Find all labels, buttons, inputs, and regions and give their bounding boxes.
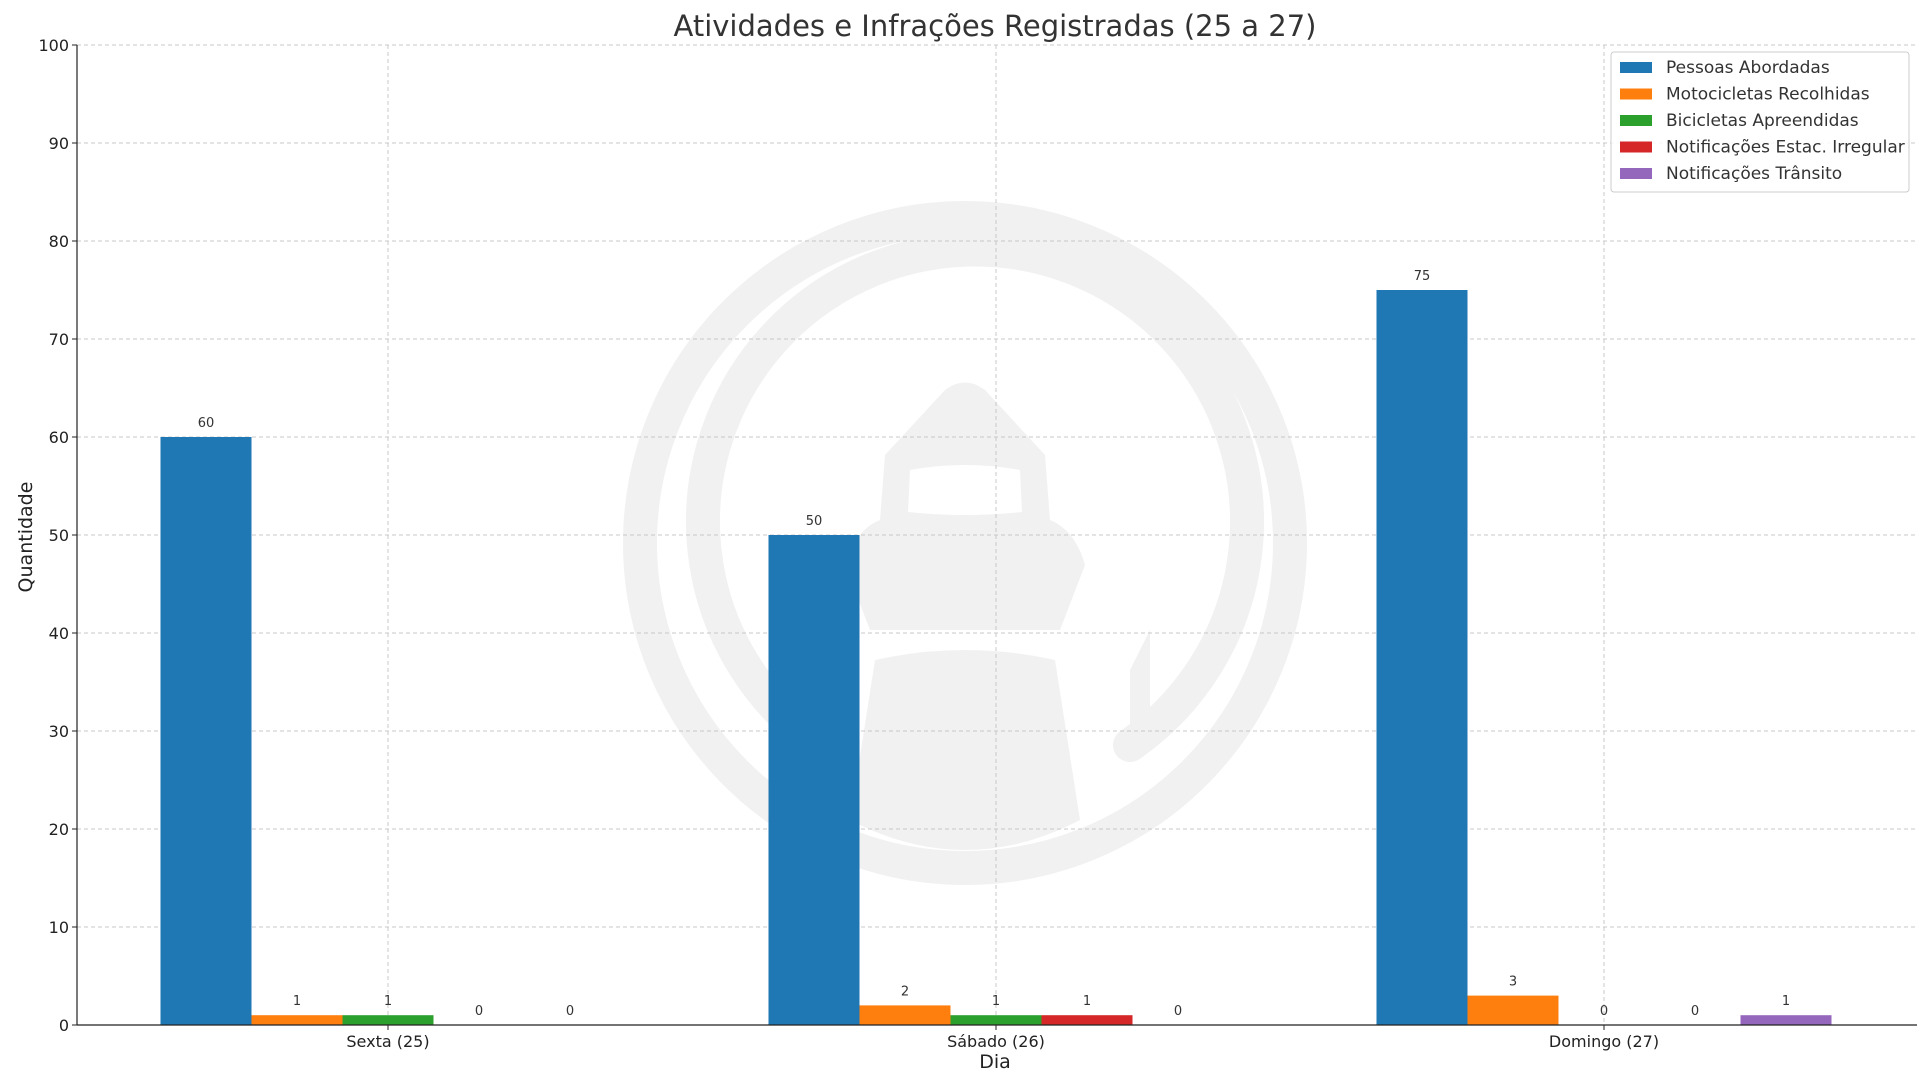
y-tick-label: 80	[49, 232, 69, 251]
bar-value-label: 1	[1782, 994, 1790, 1009]
y-tick-label: 0	[59, 1016, 69, 1035]
y-tick-label: 20	[49, 820, 69, 839]
legend-swatch	[1620, 62, 1652, 73]
y-tick-label: 10	[49, 918, 69, 937]
bar	[1467, 995, 1559, 1025]
y-tick-label: 40	[49, 624, 69, 643]
bar-value-label: 75	[1414, 269, 1431, 284]
legend-swatch	[1620, 88, 1652, 100]
y-tick-label: 60	[49, 428, 69, 447]
bar-value-label: 0	[566, 1004, 574, 1019]
bar-value-label: 1	[293, 994, 301, 1009]
bar-value-label: 1	[992, 994, 1000, 1009]
y-tick-label: 90	[49, 134, 69, 153]
legend-label: Pessoas Abordadas	[1666, 58, 1830, 78]
y-axis-title: Quantidade	[15, 482, 37, 593]
bar-value-label: 1	[384, 994, 392, 1009]
bar-value-label: 50	[806, 514, 823, 529]
y-tick-label: 30	[49, 722, 69, 741]
bar	[1041, 1015, 1133, 1025]
y-tick-label: 100	[38, 36, 69, 55]
x-axis-title: Dia	[979, 1051, 1011, 1073]
data-labels: 60 50 75 1 2 3 1 1 0 0 1 0 0 0 1	[198, 269, 1790, 1019]
legend-frame	[1610, 51, 1910, 193]
y-tick-label: 70	[49, 330, 69, 349]
legend-swatch	[1620, 168, 1652, 179]
legend-label: Motocicletas Recolhidas	[1666, 85, 1870, 105]
chart-title: Atividades e Infrações Registradas (25 a…	[674, 9, 1317, 43]
bar-value-label: 3	[1509, 975, 1517, 990]
bar-value-label: 0	[475, 1004, 483, 1019]
legend-label: Notificações Trânsito	[1666, 164, 1842, 184]
bar-value-label: 1	[1083, 994, 1091, 1009]
watermark-logo	[623, 201, 1307, 885]
legend-swatch	[1620, 141, 1652, 153]
bar	[251, 1015, 343, 1025]
bar	[859, 1005, 951, 1025]
bar	[768, 535, 860, 1025]
grid	[77, 44, 1917, 1025]
bar-value-label: 60	[198, 416, 215, 431]
legend-label: Bicicletas Apreendidas	[1666, 111, 1859, 131]
bar	[1376, 290, 1468, 1025]
bar	[1740, 1015, 1832, 1025]
x-tick-label: Domingo (27)	[1549, 1032, 1659, 1051]
legend: Pessoas Abordadas Motocicletas Recolhidas…	[1610, 51, 1910, 193]
legend-swatch	[1620, 115, 1652, 126]
bar-value-label: 2	[901, 984, 909, 999]
bars	[160, 290, 1832, 1025]
bar	[342, 1015, 434, 1025]
bar-value-label: 0	[1174, 1004, 1182, 1019]
bar	[160, 437, 252, 1025]
x-tick-label: Sábado (26)	[947, 1032, 1045, 1051]
bar-value-label: 0	[1600, 1004, 1608, 1019]
x-tick-label: Sexta (25)	[346, 1032, 429, 1051]
y-tick-label: 50	[49, 526, 69, 545]
bar	[950, 1015, 1042, 1025]
legend-label: Notificações Estac. Irregular	[1666, 138, 1905, 158]
bar-value-label: 0	[1691, 1004, 1699, 1019]
